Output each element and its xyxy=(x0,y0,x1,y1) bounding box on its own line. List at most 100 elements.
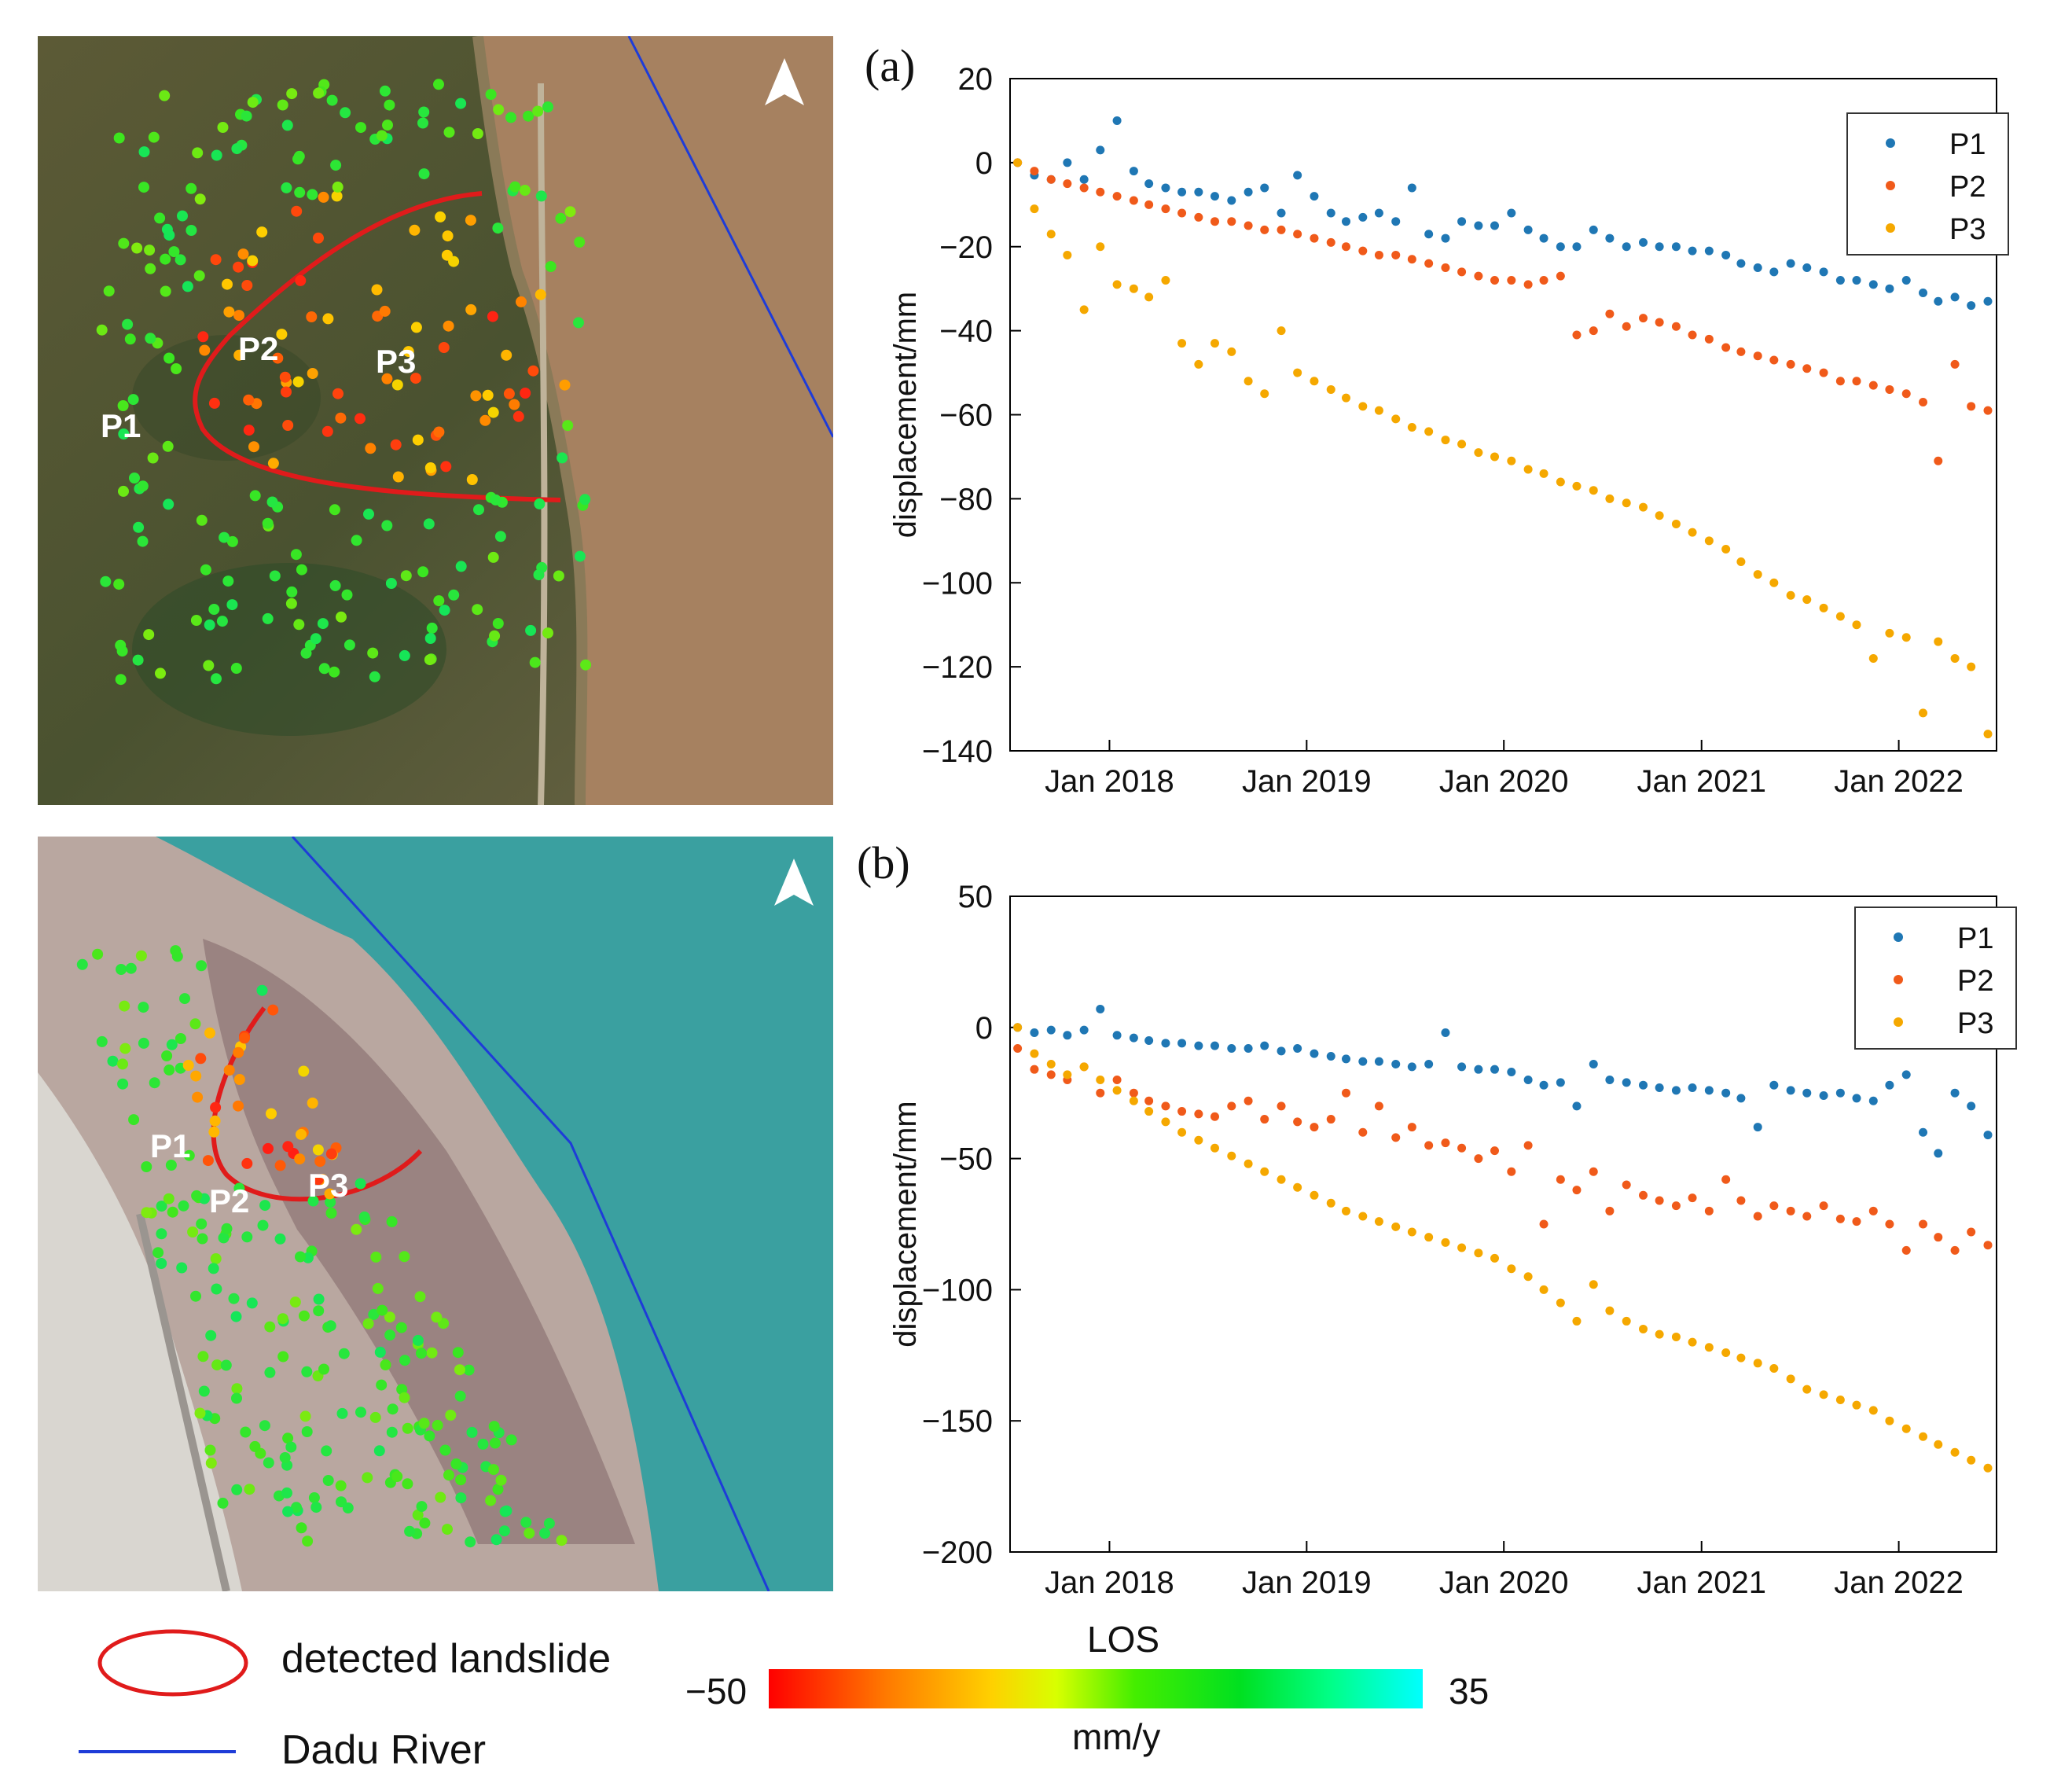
data-point-p2 xyxy=(1802,364,1812,373)
data-point-p1 xyxy=(1655,1083,1664,1093)
insar-point xyxy=(463,1364,475,1376)
insar-point xyxy=(197,331,209,343)
data-point-p3 xyxy=(1244,1159,1253,1168)
insar-point xyxy=(418,1418,430,1429)
data-point-p3 xyxy=(1852,620,1861,630)
x-tick-label: Jan 2019 xyxy=(1242,1565,1372,1600)
data-point-p3 xyxy=(1556,1298,1565,1307)
insar-point xyxy=(498,1525,510,1537)
data-point-p1 xyxy=(1753,263,1762,272)
data-point-p1 xyxy=(1589,225,1598,234)
insar-point xyxy=(310,633,321,645)
data-point-p2 xyxy=(1736,1196,1746,1205)
insar-point xyxy=(117,1078,129,1090)
data-point-p1 xyxy=(1210,192,1219,201)
insar-point xyxy=(503,388,515,399)
forest-patch-a xyxy=(132,335,321,461)
data-point-p3 xyxy=(1341,1206,1350,1215)
insar-point xyxy=(312,1144,324,1156)
data-point-p3 xyxy=(1901,633,1911,642)
data-point-p1 xyxy=(1177,187,1187,197)
insar-point xyxy=(562,420,574,432)
data-point-p2 xyxy=(1177,208,1187,218)
insar-point xyxy=(122,318,134,330)
insar-point xyxy=(211,149,222,161)
insar-point xyxy=(210,254,222,266)
data-point-p3 xyxy=(1457,439,1467,449)
data-point-p3 xyxy=(1605,494,1615,503)
data-point-p2 xyxy=(1786,1206,1795,1215)
insar-point xyxy=(295,1251,306,1263)
data-point-p2 xyxy=(1310,234,1319,243)
data-point-p2 xyxy=(1046,1070,1056,1079)
data-point-p3 xyxy=(1671,1332,1681,1341)
data-point-p1 xyxy=(1244,1043,1253,1053)
data-point-p3 xyxy=(1490,452,1500,462)
insar-point xyxy=(194,193,206,205)
data-point-p2 xyxy=(1293,230,1302,239)
insar-points-a xyxy=(96,79,592,686)
data-point-p3 xyxy=(1655,1329,1664,1339)
data-point-p3 xyxy=(1934,637,1943,646)
data-point-p2 xyxy=(1639,1190,1648,1200)
data-point-p2 xyxy=(1868,1206,1878,1215)
data-point-p2 xyxy=(1277,1101,1286,1111)
data-point-p1 xyxy=(1326,208,1335,218)
insar-point xyxy=(208,397,220,409)
data-point-p2 xyxy=(1655,318,1664,327)
insar-point xyxy=(367,647,379,659)
insar-point xyxy=(178,1200,189,1212)
insar-point xyxy=(494,531,506,542)
data-point-p3 xyxy=(1919,708,1928,718)
insar-point xyxy=(332,388,343,399)
insar-point xyxy=(117,400,129,411)
insar-point xyxy=(264,1321,276,1333)
data-point-p2 xyxy=(1441,263,1450,272)
data-point-p1 xyxy=(1967,301,1976,311)
insar-point xyxy=(256,984,268,996)
insar-point xyxy=(165,1160,177,1171)
insar-point xyxy=(259,1200,271,1212)
data-point-p2 xyxy=(1293,1117,1302,1127)
data-point-p2 xyxy=(1919,397,1928,406)
data-point-p2 xyxy=(1079,183,1089,193)
data-point-p2 xyxy=(1868,381,1878,390)
data-point-p3 xyxy=(1030,1049,1039,1058)
data-point-p3 xyxy=(1030,204,1039,214)
insar-point xyxy=(335,412,347,424)
data-point-p2 xyxy=(1177,1107,1187,1116)
data-point-p3 xyxy=(1539,1285,1548,1294)
data-point-p2 xyxy=(1622,1180,1631,1190)
data-point-p2 xyxy=(1112,1076,1122,1085)
data-point-p1 xyxy=(1507,208,1516,218)
insar-point xyxy=(377,1304,388,1316)
data-point-p1 xyxy=(1523,1076,1533,1085)
data-point-p3 xyxy=(1374,1217,1383,1226)
legend-label-p2: P2 xyxy=(1949,171,1986,204)
insar-point xyxy=(221,1223,233,1234)
insar-point xyxy=(107,1055,119,1067)
map-a-label-p1: P1 xyxy=(101,407,141,444)
insar-point xyxy=(233,261,244,273)
insar-point xyxy=(209,1115,221,1127)
insar-point xyxy=(76,958,88,970)
insar-point xyxy=(264,1366,276,1378)
data-point-p1 xyxy=(1901,276,1911,285)
data-point-p2 xyxy=(1572,1186,1582,1195)
insar-point xyxy=(505,1434,517,1446)
insar-point xyxy=(193,270,205,281)
insar-point xyxy=(519,185,531,196)
insar-point xyxy=(192,147,204,159)
insar-point xyxy=(409,224,421,236)
insar-point xyxy=(228,1293,240,1304)
insar-point xyxy=(556,1535,568,1546)
data-point-p3 xyxy=(1704,1343,1714,1352)
insar-point xyxy=(472,128,483,139)
insar-point xyxy=(133,521,145,533)
data-point-p2 xyxy=(1358,1127,1368,1137)
data-point-p1 xyxy=(1655,242,1664,252)
insar-point xyxy=(314,1156,326,1168)
data-point-p3 xyxy=(1177,1127,1187,1137)
data-point-p1 xyxy=(1046,1025,1056,1035)
insar-point xyxy=(299,1310,310,1322)
